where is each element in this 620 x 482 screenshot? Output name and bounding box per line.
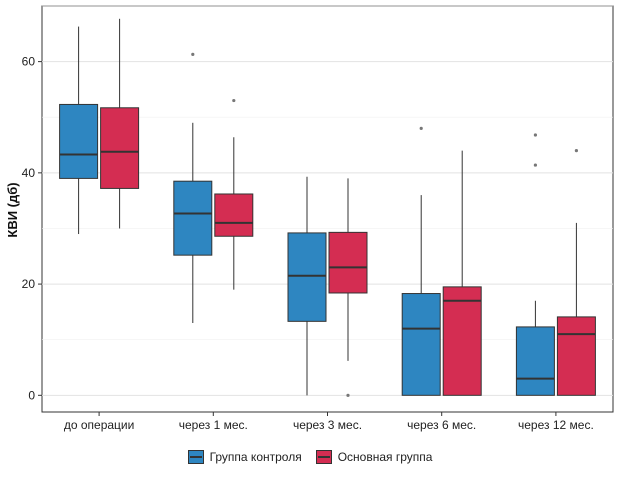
outlier-point xyxy=(533,163,538,167)
x-tick-label: через 6 мес. xyxy=(407,418,476,432)
box-iqr xyxy=(214,193,254,237)
box-iqr xyxy=(442,286,482,396)
axis-ticks: 0 20 40 60 до операции через 1 мес. через 3 ме… xyxy=(22,55,594,432)
y-axis-label: КВИ (дб) xyxy=(5,182,20,237)
x-tick-label: через 1 мес. xyxy=(179,418,248,432)
legend-item-main: Основная группа xyxy=(315,450,433,464)
y-tick-label: 20 xyxy=(22,277,36,291)
x-tick-label: до операции xyxy=(64,418,134,432)
box-iqr xyxy=(59,103,99,179)
legend-key-main xyxy=(315,450,332,464)
box-iqr xyxy=(515,326,555,396)
outlier-point xyxy=(346,393,350,397)
box-plot-chart: 0 20 40 60 до операции через 1 мес. через 3 ме… xyxy=(5,5,614,432)
legend-label-main: Основная группа xyxy=(337,450,433,464)
box-iqr xyxy=(100,107,140,189)
outlier-point xyxy=(574,149,579,153)
y-tick-label: 0 xyxy=(28,388,35,402)
box-iqr xyxy=(556,316,596,396)
box-group xyxy=(401,126,441,396)
box-group xyxy=(173,52,213,324)
box-group xyxy=(287,176,327,396)
box-group xyxy=(214,98,254,290)
box-group xyxy=(442,150,482,396)
legend-key-control xyxy=(187,450,204,464)
box-iqr xyxy=(401,293,441,396)
y-tick-label: 40 xyxy=(22,166,36,180)
outlier-point xyxy=(533,133,538,137)
x-tick-label: через 12 мес. xyxy=(518,418,594,432)
legend-label-control: Группа контроля xyxy=(209,450,302,464)
outlier-point xyxy=(191,52,195,56)
outlier-point xyxy=(232,98,236,103)
box-group xyxy=(59,26,99,235)
box-iqr xyxy=(173,180,213,256)
x-tick-label: через 3 мес. xyxy=(293,418,362,432)
legend-item-control: Группа контроля xyxy=(187,450,302,464)
box-group xyxy=(515,133,555,396)
box-group xyxy=(556,149,596,396)
outlier-point xyxy=(419,126,423,130)
box-group xyxy=(100,18,140,229)
y-tick-label: 60 xyxy=(22,55,36,69)
box-iqr xyxy=(287,232,327,322)
boxes xyxy=(59,18,596,397)
box-iqr xyxy=(328,231,368,294)
box-group xyxy=(328,178,368,397)
legend: Группа контроля Основная группа xyxy=(0,450,620,464)
